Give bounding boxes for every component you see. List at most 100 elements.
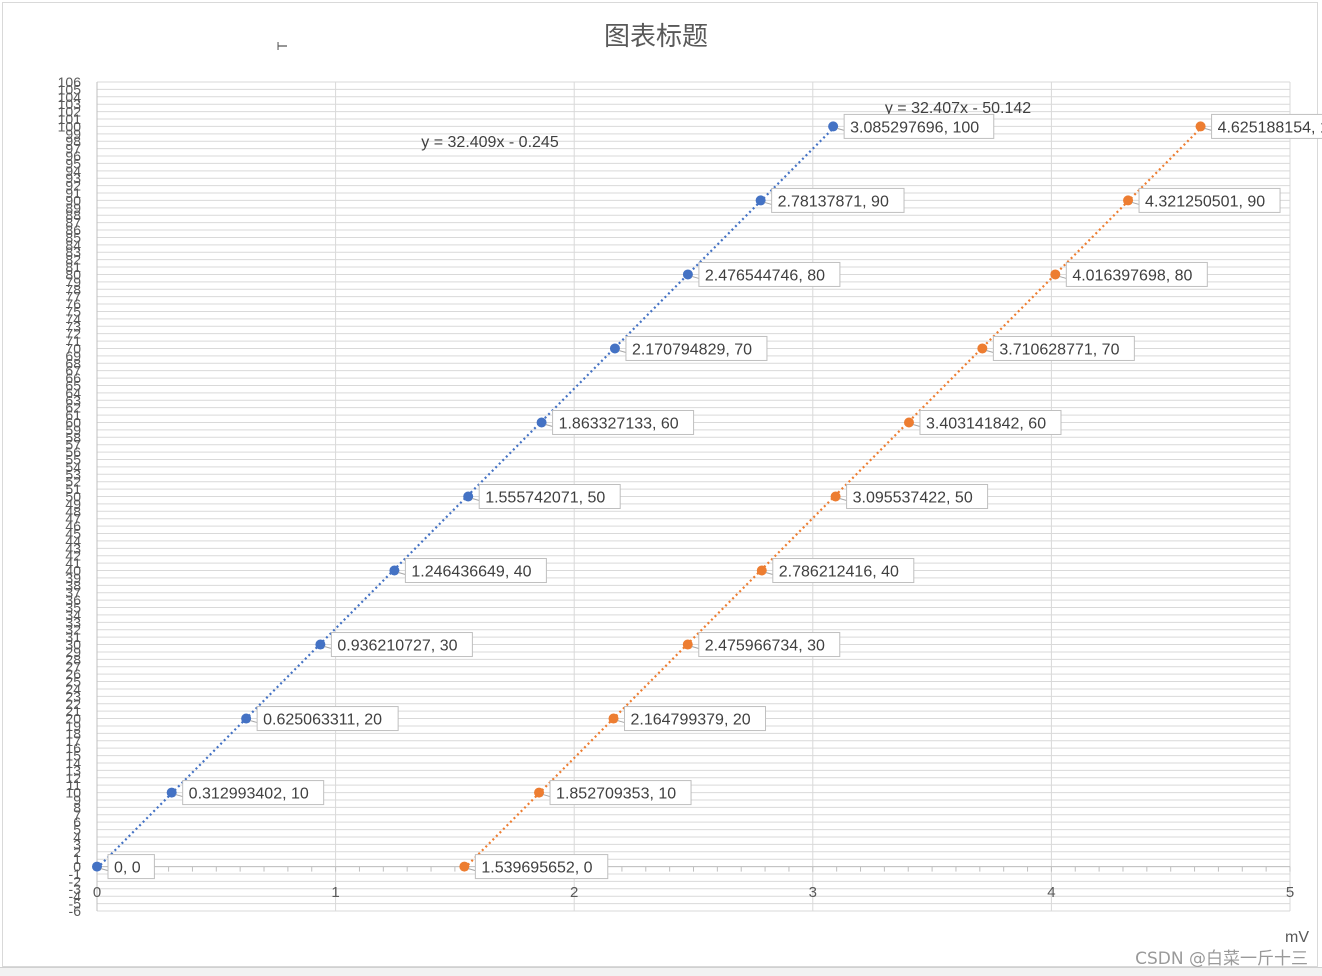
data-label: 0, 0 bbox=[114, 860, 141, 877]
data-label: 2.475966734, 30 bbox=[705, 638, 825, 655]
y-tick-label: 103 bbox=[58, 96, 82, 112]
y-tick-label: 33 bbox=[65, 614, 81, 630]
data-label-box bbox=[330, 632, 473, 658]
data-point bbox=[463, 491, 474, 502]
y-tick-label: 80 bbox=[65, 266, 81, 282]
y-tick-label: 27 bbox=[65, 659, 81, 675]
data-label-leader bbox=[545, 424, 553, 427]
y-tick-label: 74 bbox=[65, 311, 81, 327]
y-tick-label: 60 bbox=[65, 414, 81, 430]
y-tick-label: 56 bbox=[65, 444, 81, 460]
data-label-leader bbox=[617, 720, 625, 724]
y-tick-label: 102 bbox=[58, 104, 82, 120]
data-point bbox=[459, 861, 470, 872]
data-label-leader bbox=[764, 201, 772, 205]
data-label-leader bbox=[100, 868, 109, 872]
y-tick-label: 71 bbox=[65, 333, 81, 349]
y-tick-label: 21 bbox=[65, 703, 81, 719]
y-axis-label: T bbox=[274, 41, 290, 50]
series-1-labels: 0, 0 0.312993402, 10 0.625063311, 20 0.9362… bbox=[100, 113, 995, 880]
data-label-box bbox=[843, 113, 995, 139]
data-point bbox=[1050, 269, 1061, 280]
data-label-leader bbox=[250, 720, 258, 724]
y-tick-label: 69 bbox=[65, 348, 81, 364]
y-tick-label: 77 bbox=[65, 289, 81, 305]
y-tick-label: 88 bbox=[65, 207, 81, 223]
y-tick-label: 32 bbox=[65, 622, 81, 638]
data-label-leader bbox=[839, 498, 847, 501]
y-tick-label: 76 bbox=[65, 296, 81, 312]
data-label: 4.625188154, 100 bbox=[1218, 119, 1322, 136]
data-label: 1.539695652, 0 bbox=[481, 860, 592, 877]
y-tick-label: 7 bbox=[73, 807, 81, 823]
y-tick-label: 75 bbox=[65, 303, 81, 319]
y-tick-label: 28 bbox=[65, 651, 81, 667]
data-label-box bbox=[182, 780, 325, 806]
data-label-box bbox=[624, 706, 767, 732]
data-label-box bbox=[1065, 261, 1208, 287]
y-tick-label: 104 bbox=[58, 89, 82, 105]
y-tick-label: 50 bbox=[65, 489, 81, 505]
y-tick-label: 70 bbox=[65, 340, 81, 356]
data-label-leader bbox=[1131, 201, 1140, 205]
y-tick-label: 67 bbox=[65, 363, 81, 379]
y-tick-label: 9 bbox=[73, 792, 81, 808]
x-tick-label: 1 bbox=[331, 884, 339, 901]
data-point bbox=[389, 565, 400, 576]
y-tick-label: 84 bbox=[65, 237, 81, 253]
data-label-leader bbox=[837, 127, 845, 131]
data-label: 0.936210727, 30 bbox=[337, 638, 457, 655]
y-tick-label: 11 bbox=[66, 777, 81, 793]
y-tick-label: 105 bbox=[58, 81, 82, 97]
data-label-box bbox=[478, 484, 621, 509]
y-tick-label: 83 bbox=[65, 244, 81, 260]
series-2-labels: 1.539695652, 0 1.852709353, 10 2.164799379… bbox=[468, 113, 1322, 880]
data-label: 3.710628771, 70 bbox=[999, 341, 1119, 358]
y-tick-label: -6 bbox=[69, 903, 82, 919]
y-tick-label: 44 bbox=[65, 533, 81, 549]
y-tick-label: 26 bbox=[65, 666, 81, 682]
data-point bbox=[241, 713, 252, 724]
data-label-box bbox=[625, 335, 768, 361]
data-label-leader bbox=[1059, 275, 1067, 279]
y-tick-label: 1 bbox=[73, 851, 81, 867]
x-tick-label: 3 bbox=[809, 884, 817, 901]
data-label-leader bbox=[398, 572, 406, 575]
sheet-bottom-strip bbox=[0, 967, 1322, 976]
data-label: 2.78137871, 90 bbox=[778, 193, 889, 210]
y-tick-label: 18 bbox=[65, 725, 81, 741]
y-tick-label: 24 bbox=[65, 681, 81, 697]
data-label-leader bbox=[912, 424, 921, 427]
y-tick-label: 12 bbox=[65, 770, 81, 786]
series-2-points bbox=[459, 121, 1206, 872]
y-tick-label: 34 bbox=[65, 607, 81, 623]
y-tick-label: 59 bbox=[65, 422, 81, 438]
y-tick-label: 51 bbox=[65, 481, 81, 497]
chart-title: 图表标题 bbox=[604, 21, 708, 51]
data-label: 2.786212416, 40 bbox=[779, 564, 899, 581]
data-label: 4.321250501, 90 bbox=[1145, 193, 1265, 210]
y-tick-label: 39 bbox=[65, 570, 81, 586]
y-tick-label: 42 bbox=[65, 548, 81, 564]
y-tick-label: 25 bbox=[65, 674, 81, 690]
y-tick-label: 72 bbox=[65, 326, 81, 342]
y-tick-label: 61 bbox=[65, 407, 81, 423]
y-tick-label: 20 bbox=[65, 711, 81, 727]
data-label: 3.095537422, 50 bbox=[853, 490, 973, 507]
data-point bbox=[92, 861, 102, 872]
y-tick-label: 81 bbox=[65, 259, 81, 275]
data-label-box bbox=[552, 409, 695, 435]
data-point bbox=[608, 713, 619, 724]
y-tick-label: 17 bbox=[65, 733, 81, 749]
y-tick-label: 79 bbox=[65, 274, 81, 290]
data-label-leader bbox=[472, 498, 480, 501]
y-tick-label: 4 bbox=[73, 829, 81, 845]
data-label: 3.085297696, 100 bbox=[850, 119, 979, 136]
data-point bbox=[166, 787, 177, 798]
y-tick-label: 58 bbox=[65, 429, 81, 445]
data-label-leader bbox=[324, 646, 332, 650]
data-label: 0.625063311, 20 bbox=[263, 712, 382, 729]
y-tick-label: 41 bbox=[65, 555, 81, 571]
y-tick-label: 31 bbox=[65, 629, 81, 645]
